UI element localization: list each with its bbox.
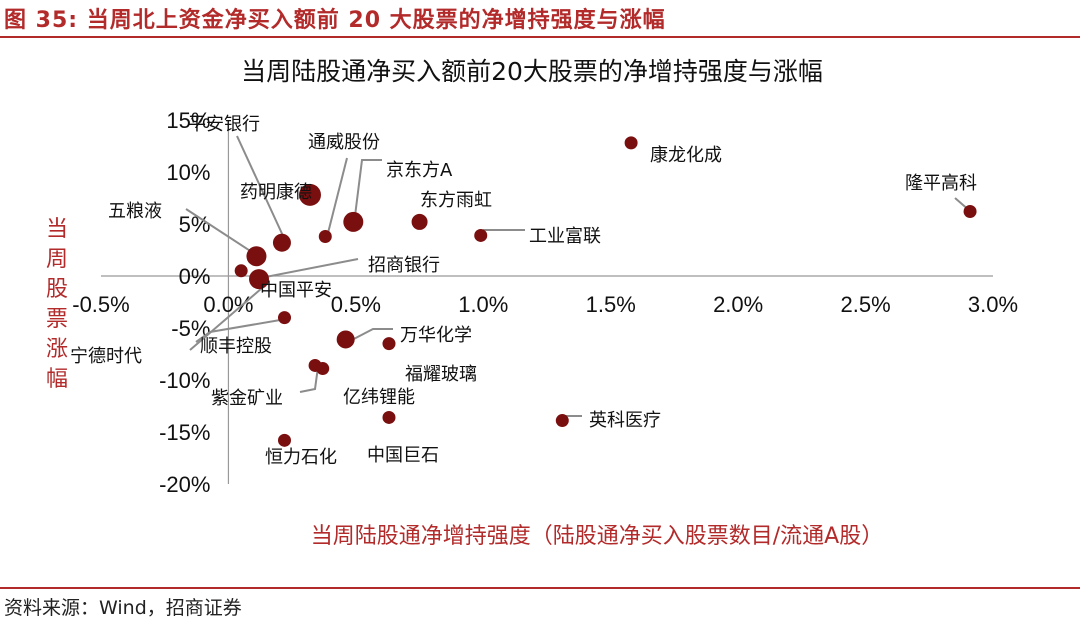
x-tick-label: 0.5% <box>331 292 381 317</box>
point-label: 万华化学 <box>400 325 472 346</box>
point-label: 五粮液 <box>108 201 162 222</box>
leader-line <box>299 366 319 393</box>
data-point <box>555 414 569 428</box>
point-label: 康龙化成 <box>650 145 722 166</box>
data-point <box>474 228 488 242</box>
y-tick-label: 15% <box>166 108 210 133</box>
data-point <box>298 183 321 206</box>
x-axis-title: 当周陆股通净增持强度（陆股通净买入股票数目/流通A股） <box>311 524 883 549</box>
data-point <box>382 410 396 424</box>
y-tick-label: -15% <box>159 420 210 445</box>
source-note: 资料来源：Wind，招商证券 <box>4 597 242 619</box>
top-rule <box>0 36 1080 38</box>
data-point <box>318 229 332 243</box>
point-label: 中国巨石 <box>367 445 439 466</box>
point-label: 工业富联 <box>529 226 601 247</box>
point-label: 恒力石化 <box>265 447 337 468</box>
leader-line <box>195 318 287 343</box>
y-axis-title-char: 幅 <box>46 367 68 392</box>
y-axis-title-char: 当 <box>46 217 68 242</box>
data-point <box>382 337 396 351</box>
y-tick-label: 0% <box>179 264 211 289</box>
scatter-chart: 当周陆股通净买入额前20大股票的净增持强度与涨幅 -0.5% 0.0% 0.5% 1.… <box>46 57 1018 549</box>
leader-line <box>185 208 259 257</box>
leader-line <box>189 287 263 351</box>
x-tick-label: 1.5% <box>586 292 636 317</box>
figure-title: 图 35: 当周北上资金净买入额前 20 大股票的净增持强度与涨幅 <box>4 8 666 33</box>
data-point <box>272 233 291 252</box>
y-axis-title-char: 票 <box>46 307 68 332</box>
point-label: 东方雨虹 <box>420 190 492 211</box>
point-label: 英科医疗 <box>589 410 661 431</box>
point-label: 亿纬锂能 <box>343 387 415 408</box>
point-label: 中国平安 <box>260 280 332 301</box>
data-point <box>411 213 428 230</box>
point-label: 通威股份 <box>308 132 380 153</box>
data-point <box>624 136 638 150</box>
x-tick-label: -0.5% <box>72 292 129 317</box>
leader-line <box>327 157 348 234</box>
y-tick-labels: 15%10%5%0%-5%-10%-15%-20% <box>159 108 210 497</box>
x-tick-labels: -0.5% 0.0% 0.5% 1.0% 1.5% 2.0% 2.5% 3.0% <box>72 292 1018 317</box>
y-tick-label: 10% <box>166 160 210 185</box>
point-label: 药明康德 <box>240 182 312 203</box>
leader-line <box>236 135 285 239</box>
data-point <box>339 332 353 346</box>
y-axis-title-char: 股 <box>46 277 68 302</box>
point-label: 招商银行 <box>368 255 440 276</box>
leader-lines <box>185 135 971 422</box>
y-tick-label: 5% <box>179 212 211 237</box>
y-axis-title-char: 涨 <box>46 337 68 362</box>
y-tick-label: -20% <box>159 472 210 497</box>
point-label: 顺丰控股 <box>200 336 272 357</box>
x-tick-label: 3.0% <box>968 292 1018 317</box>
point-label: 宁德时代 <box>70 346 142 367</box>
data-point <box>316 362 330 376</box>
data-point <box>249 269 270 290</box>
point-label: 平安银行 <box>188 114 260 135</box>
data-point <box>277 433 291 447</box>
y-axis-title-char: 周 <box>46 247 68 272</box>
leader-line <box>481 229 525 237</box>
x-tick-label: 2.5% <box>840 292 890 317</box>
data-point <box>963 205 977 219</box>
point-label: 福耀玻璃 <box>405 364 477 385</box>
point-label: 紫金矿业 <box>211 388 283 409</box>
bottom-rule <box>0 587 1080 589</box>
point-label: 隆平高科 <box>905 173 977 194</box>
chart-title: 当周陆股通净买入额前20大股票的净增持强度与涨幅 <box>241 57 823 86</box>
data-point <box>234 264 248 278</box>
data-point <box>277 311 291 325</box>
y-tick-label: -10% <box>159 368 210 393</box>
leader-line <box>354 159 382 217</box>
point-label: 京东方A <box>386 160 453 181</box>
x-tick-label: 1.0% <box>458 292 508 317</box>
data-point <box>246 246 267 267</box>
x-tick-label: 2.0% <box>713 292 763 317</box>
data-points <box>234 136 977 447</box>
x-tick-label: 0.0% <box>203 292 253 317</box>
leader-line <box>347 328 393 343</box>
data-point <box>343 211 364 232</box>
